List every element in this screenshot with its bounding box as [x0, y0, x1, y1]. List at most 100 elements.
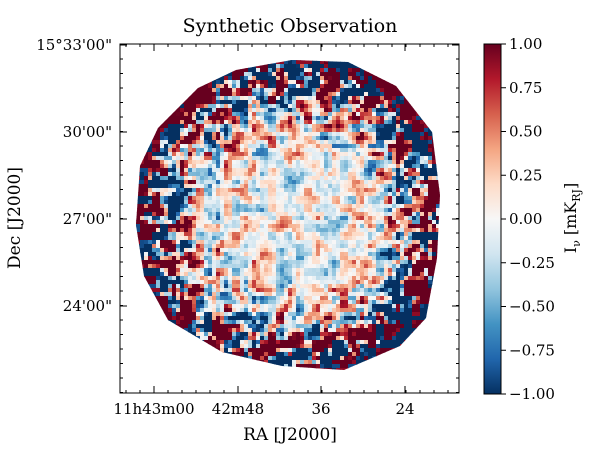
map-cell [380, 196, 385, 201]
map-cell [144, 296, 149, 301]
map-cell [136, 100, 137, 105]
map-cell [268, 148, 273, 153]
map-cell [420, 76, 425, 81]
map-cell [360, 308, 365, 313]
map-cell [364, 144, 369, 149]
map-cell [240, 116, 245, 121]
map-cell [356, 136, 361, 141]
map-cell [324, 68, 329, 73]
map-cell [352, 108, 357, 113]
map-cell [412, 160, 417, 165]
map-cell [324, 308, 329, 313]
map-cell [232, 128, 237, 133]
map-cell [248, 96, 253, 101]
map-cell [420, 188, 425, 193]
map-cell [136, 256, 141, 261]
map-cell [356, 184, 361, 189]
map-cell [204, 60, 209, 65]
map-cell [416, 308, 421, 313]
map-cell [224, 292, 229, 297]
map-cell [232, 216, 237, 221]
map-cell [144, 304, 149, 309]
map-cell [412, 308, 417, 313]
map-cell [336, 160, 341, 165]
map-cell [148, 280, 153, 285]
map-cell [400, 240, 405, 245]
map-cell [300, 228, 305, 233]
map-cell [288, 64, 293, 69]
map-cell [424, 124, 429, 129]
map-cell [284, 156, 289, 161]
map-cell [260, 116, 265, 121]
map-cell [412, 116, 417, 121]
map-cell [140, 76, 145, 81]
map-cell [336, 300, 341, 305]
map-cell [424, 260, 429, 265]
map-cell [160, 156, 165, 161]
map-cell [332, 124, 337, 129]
map-cell [332, 188, 337, 193]
map-cell [136, 180, 137, 185]
map-cell [292, 72, 297, 77]
map-cell [156, 192, 161, 197]
map-cell [164, 304, 169, 309]
map-cell [148, 96, 153, 101]
map-cell [424, 216, 429, 221]
map-cell [388, 64, 393, 69]
map-cell [180, 88, 185, 93]
map-cell [180, 176, 185, 181]
map-cell [196, 128, 201, 133]
map-cell [320, 296, 325, 301]
map-cell [300, 96, 305, 101]
map-cell [216, 100, 221, 105]
map-cell [140, 172, 145, 177]
map-cell [364, 64, 369, 69]
map-cell [164, 140, 169, 145]
map-cell [280, 108, 285, 113]
map-cell [408, 284, 413, 289]
map-cell [384, 164, 389, 169]
map-cell [412, 164, 417, 169]
map-cell [396, 256, 401, 261]
map-cell [156, 228, 161, 233]
map-cell [276, 192, 281, 197]
map-cell [368, 60, 373, 61]
map-cell [236, 308, 241, 313]
map-cell [332, 148, 337, 153]
map-cell [388, 308, 393, 313]
map-cell [276, 148, 281, 153]
map-cell [328, 200, 333, 205]
map-cell [440, 156, 445, 161]
map-cell [324, 300, 329, 305]
map-cell [324, 148, 329, 153]
map-cell [204, 80, 209, 85]
map-cell [292, 232, 297, 237]
map-cell [232, 300, 237, 305]
map-cell [264, 220, 269, 225]
map-cell [204, 92, 209, 97]
map-cell [368, 92, 373, 97]
map-cell [272, 92, 277, 97]
map-cell [272, 88, 277, 93]
map-cell [136, 108, 141, 113]
map-cell [212, 160, 217, 165]
map-cell [404, 124, 409, 129]
map-cell [400, 192, 405, 197]
map-cell [340, 248, 345, 253]
map-cell [276, 236, 281, 241]
map-cell [272, 208, 277, 213]
map-cell [152, 252, 157, 257]
map-cell [416, 108, 421, 113]
map-cell [420, 60, 425, 61]
map-cell [352, 120, 357, 125]
map-cell [348, 136, 353, 141]
map-cell [388, 172, 393, 177]
map-cell [148, 248, 153, 253]
map-cell [364, 152, 369, 157]
map-cell [348, 188, 353, 193]
map-cell [220, 112, 225, 117]
map-cell [416, 240, 421, 245]
map-cell [308, 260, 313, 265]
map-cell [288, 232, 293, 237]
map-cell [196, 68, 201, 73]
